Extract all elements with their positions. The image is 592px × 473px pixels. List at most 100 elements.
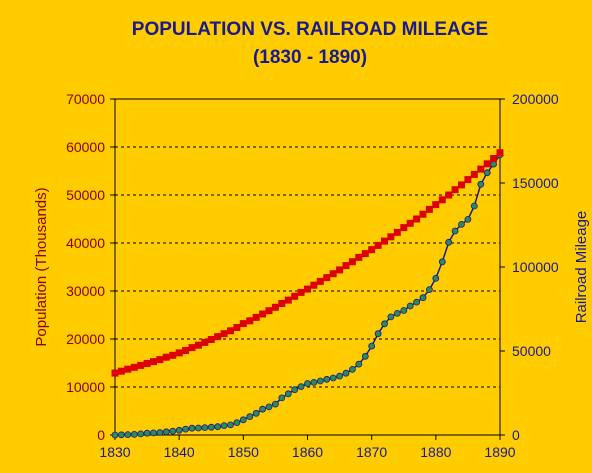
railroad-point — [239, 416, 247, 424]
left-tick-label: 10000 — [66, 379, 105, 395]
railroad-point — [124, 431, 132, 439]
x-tick-label: 1880 — [420, 444, 451, 460]
population-point — [246, 317, 254, 325]
railroad-point — [483, 169, 491, 177]
railroad-point — [227, 421, 234, 429]
population-point — [188, 344, 196, 352]
population-point — [130, 363, 138, 371]
railroad-point — [220, 422, 228, 430]
x-tick-label: 1890 — [484, 444, 515, 460]
right-tick-label: 50000 — [512, 343, 551, 359]
population-point — [214, 333, 222, 341]
x-tick-label: 1870 — [356, 444, 387, 460]
population-point — [355, 253, 363, 261]
population-point — [323, 274, 331, 282]
railroad-point — [214, 423, 222, 431]
population-point — [490, 155, 498, 162]
railroad-point — [111, 431, 119, 439]
population-point — [451, 186, 459, 194]
population-point — [368, 246, 376, 254]
railroad-point — [182, 425, 190, 433]
railroad-point — [374, 330, 382, 338]
population-point — [271, 303, 279, 311]
railroad-point — [130, 430, 138, 438]
x-axis-ticks: 1830 1840 1850 1860 1870 1880 1890 — [99, 435, 516, 460]
railroad-point — [329, 374, 337, 382]
population-point — [162, 353, 170, 361]
population-point — [445, 191, 453, 199]
population-point — [406, 219, 414, 227]
population-point — [227, 327, 234, 335]
population-point — [374, 241, 382, 249]
left-tick-label: 50000 — [66, 187, 105, 203]
x-tick-label: 1860 — [292, 444, 323, 460]
chart-title: POPULATION VS. RAILROAD MILEAGE — [132, 19, 488, 40]
population-point — [387, 233, 395, 241]
population-point — [336, 266, 344, 274]
population-point — [207, 336, 215, 343]
railroad-point — [137, 430, 145, 438]
population-point — [464, 176, 472, 184]
right-tick-label: 100000 — [512, 259, 559, 275]
population-point — [124, 365, 132, 373]
railroad-point — [246, 413, 254, 421]
population-point — [458, 181, 465, 189]
railroad-point — [304, 380, 311, 387]
railroad-point — [406, 302, 414, 310]
population-point — [413, 215, 421, 223]
population-point — [233, 324, 241, 331]
population-point — [329, 270, 337, 278]
population-point — [470, 170, 478, 178]
y-axis-label-right: Railroad Mileage — [573, 211, 590, 324]
population-point — [419, 210, 427, 218]
population-point — [239, 320, 247, 328]
chart-subtitle: (1830 - 1890) — [253, 47, 367, 68]
population-point — [143, 360, 151, 367]
railroad-point — [278, 394, 286, 402]
railroad-point — [156, 429, 164, 436]
population-point — [111, 369, 119, 377]
population-point — [259, 310, 267, 318]
population-point — [169, 351, 177, 359]
population-point — [201, 338, 209, 346]
population-point — [150, 358, 157, 366]
population-point — [477, 165, 485, 173]
railroad-point — [201, 424, 209, 432]
railroad-point — [118, 431, 125, 439]
population-point — [316, 277, 324, 285]
population-point — [297, 288, 305, 296]
left-tick-label: 40000 — [66, 235, 105, 251]
population-point — [432, 201, 440, 209]
right-tick-label: 150000 — [512, 175, 559, 191]
railroad-point — [445, 238, 453, 246]
railroad-point — [470, 202, 478, 210]
railroad-point — [438, 258, 446, 266]
population-point — [252, 313, 260, 321]
population-point — [393, 228, 401, 236]
x-tick-label: 1840 — [164, 444, 195, 460]
railroad-point — [477, 180, 485, 188]
railroad-point — [297, 383, 305, 391]
railroad-point — [419, 294, 427, 302]
x-tick-label: 1850 — [228, 444, 259, 460]
railroad-point — [291, 386, 299, 394]
right-tick-label: 0 — [512, 427, 520, 443]
left-tick-label: 60000 — [66, 139, 105, 155]
railroad-point — [355, 360, 363, 368]
population-point — [483, 160, 491, 168]
railroad-point — [252, 409, 260, 417]
railroad-point — [342, 369, 350, 377]
population-point — [304, 285, 311, 293]
population-point — [278, 300, 286, 307]
railroad-point — [387, 313, 395, 321]
railroad-point — [175, 426, 183, 434]
railroad-point — [451, 227, 459, 235]
population-point — [182, 347, 190, 354]
left-axis-ticks: 0 10000 20000 30000 40000 50000 60000 70000 — [66, 91, 115, 443]
population-point — [496, 149, 504, 157]
series-population — [111, 149, 504, 377]
series-railroad — [111, 151, 504, 439]
right-tick-label: 200000 — [512, 91, 559, 107]
railroad-point — [368, 342, 376, 350]
